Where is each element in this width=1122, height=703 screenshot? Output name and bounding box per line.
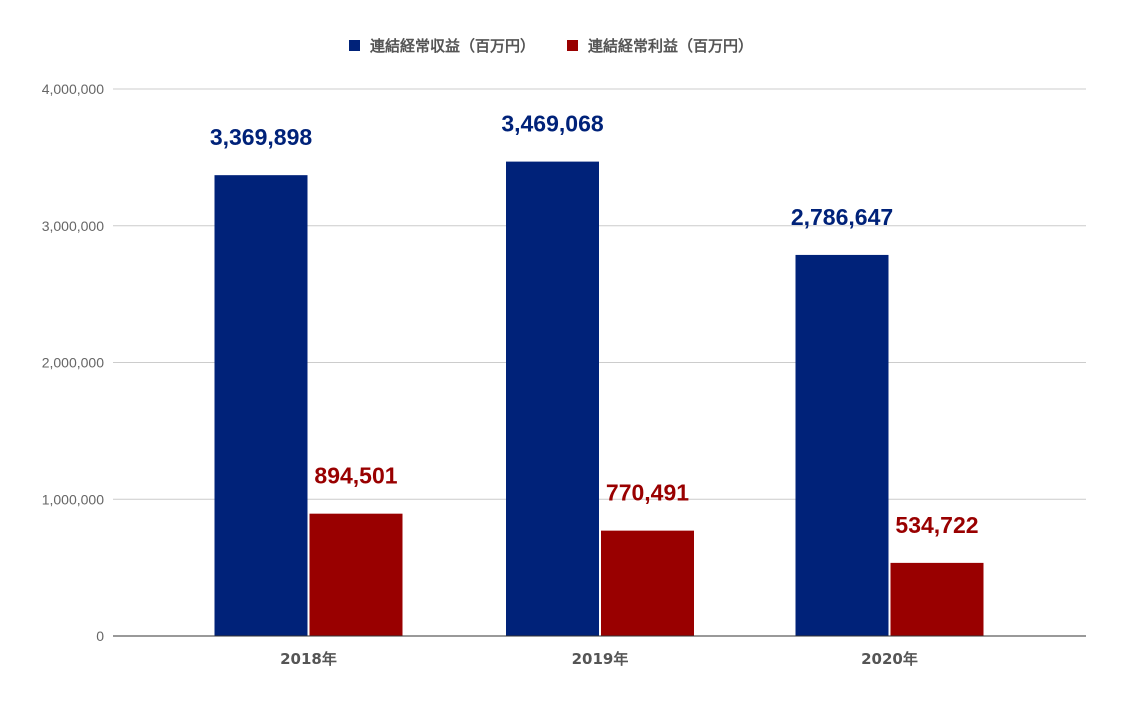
- data-label: 894,501: [314, 463, 397, 489]
- x-tick-label: 2019年: [572, 650, 629, 668]
- bar: [890, 562, 984, 636]
- y-axis-ticks: 0 1,000,000 2,000,000 3,000,000 4,000,000: [42, 81, 105, 644]
- data-label: 770,491: [606, 480, 689, 506]
- bar: [506, 161, 599, 636]
- legend-label: 連結経常収益（百万円）: [370, 37, 535, 55]
- legend-swatch: [567, 40, 578, 51]
- bar: [214, 175, 308, 636]
- y-tick-label: 4,000,000: [42, 81, 104, 97]
- y-tick-label: 1,000,000: [42, 491, 104, 507]
- data-label: 3,369,898: [210, 124, 313, 150]
- bar: [601, 530, 694, 636]
- y-tick-label: 0: [96, 628, 104, 644]
- data-label: 3,469,068: [501, 111, 604, 137]
- legend-swatch: [349, 40, 360, 51]
- y-tick-label: 3,000,000: [42, 218, 104, 234]
- bars: [214, 161, 984, 636]
- bar: [309, 513, 403, 636]
- bar: [795, 254, 889, 636]
- data-label: 534,722: [895, 512, 978, 538]
- legend: 連結経常収益（百万円） 連結経常利益（百万円）: [349, 37, 753, 55]
- x-tick-label: 2018年: [280, 650, 337, 668]
- data-label: 2,786,647: [791, 204, 893, 230]
- x-tick-label: 2020年: [861, 650, 918, 668]
- y-tick-label: 2,000,000: [42, 355, 104, 371]
- data-labels: 3,369,898 894,501 3,469,068 770,491 2,786,64…: [210, 111, 979, 538]
- x-axis-ticks: 2018年 2019年 2020年: [280, 650, 918, 668]
- legend-label: 連結経常利益（百万円）: [588, 37, 753, 55]
